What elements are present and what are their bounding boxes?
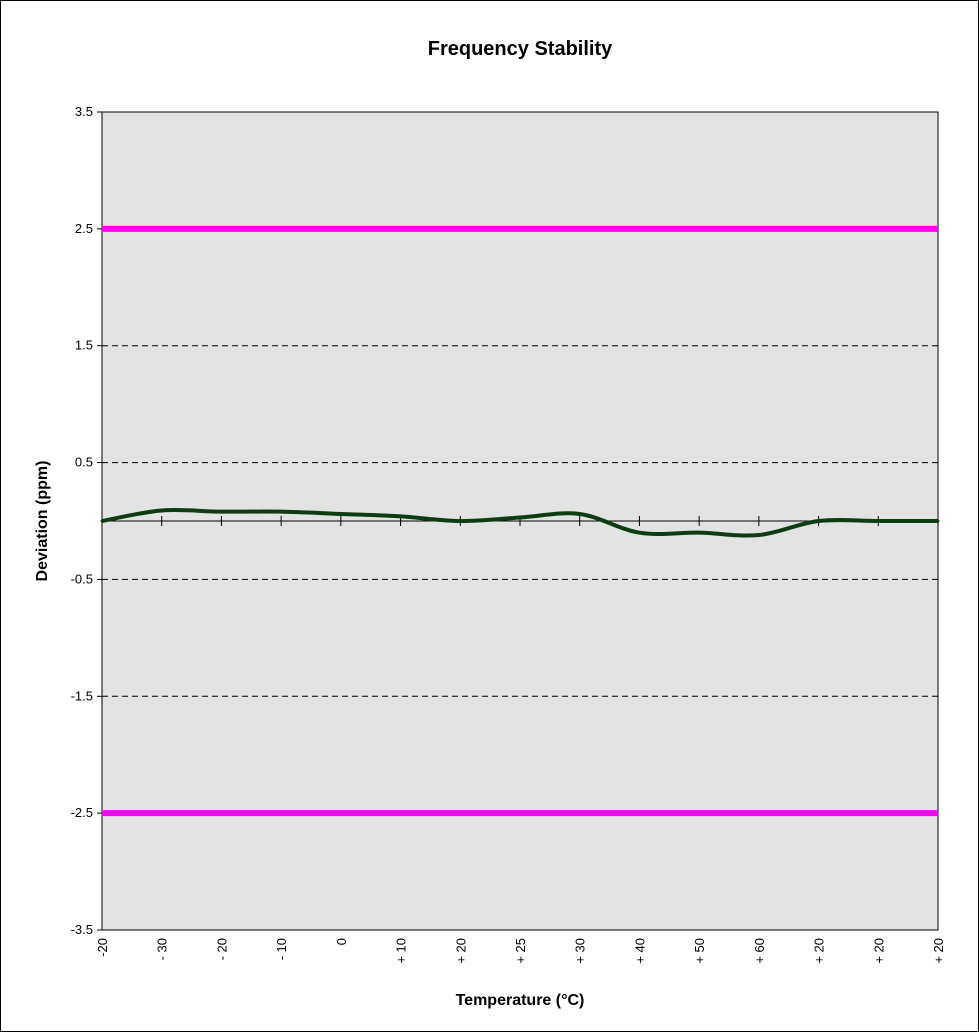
y-axis-ticks: 3.5 2.5 1.5 0.5 -0.5 -1.5 -2.5 -3.5 [71,104,102,937]
y-tick-label: 1.5 [75,338,93,353]
data-point [637,531,641,535]
x-tick-label: + 25 [513,938,528,964]
data-point [817,519,821,523]
x-tick-label: + 60 [752,938,767,964]
x-tick-label: - 10 [274,938,289,960]
y-tick-label: 3.5 [75,104,93,119]
x-tick-label: 0 [334,938,349,945]
data-series [100,507,940,538]
limit-lines [102,225,938,817]
data-point [160,508,164,512]
y-tick-label: -2.5 [71,805,93,820]
x-tick-label: + 20 [931,938,946,964]
data-point [757,533,761,537]
x-tick-label: + 40 [632,938,647,964]
data-point [339,512,343,516]
data-point [518,515,522,519]
x-tick-label: + 20 [453,938,468,964]
data-point [458,519,462,523]
x-axis-ticks: -20 - 30 - 20 - 10 0 + 10 + 20 + 25 + 30 + 40 + 50… [95,516,946,964]
y-tick-label: 2.5 [75,221,93,236]
y-axis-label: Deviation (ppm) [34,461,51,582]
x-axis-label: Temperature (°C) [456,992,585,1009]
y-tick-label: 0.5 [75,455,93,470]
x-tick-label: - 20 [214,938,229,960]
data-point [100,519,104,523]
x-tick-label: + 30 [573,938,588,964]
chart-title: Frequency Stability [428,38,613,60]
y-tick-label: -0.5 [71,571,93,586]
y-tick-label: -1.5 [71,688,93,703]
data-point [279,510,283,514]
x-tick-label: - 30 [155,938,170,960]
data-point [936,519,940,523]
x-tick-label: + 10 [394,938,409,964]
x-tick-label: + 50 [692,938,707,964]
y-tick-label: -3.5 [71,922,93,937]
data-point [219,510,223,514]
data-point [876,519,880,523]
data-point [697,531,701,535]
data-point [399,514,403,518]
x-tick-label: -20 [95,938,110,957]
data-point [578,512,582,516]
x-tick-label: + 20 [871,938,886,964]
x-tick-label: + 20 [812,938,827,964]
